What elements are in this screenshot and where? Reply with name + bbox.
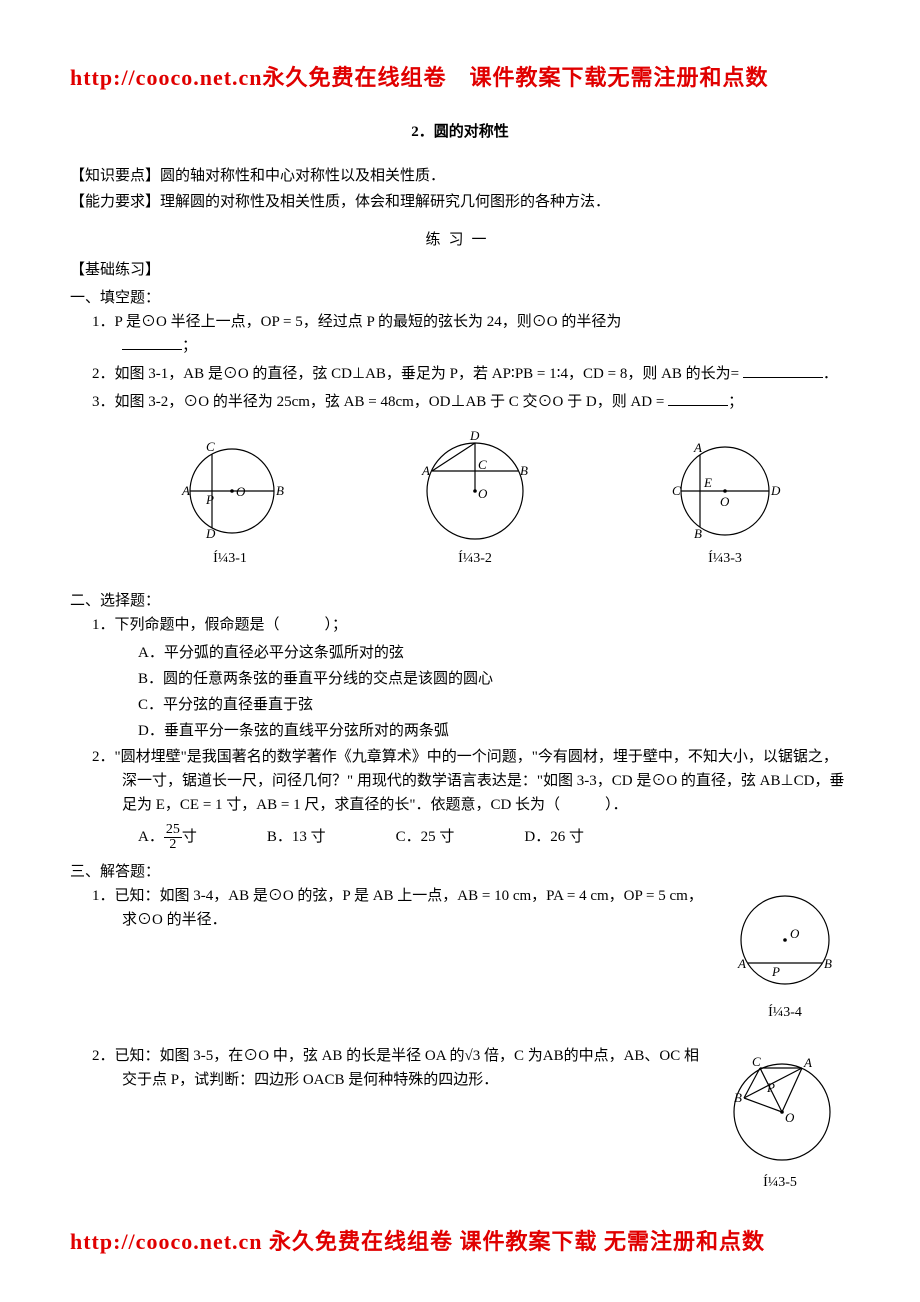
section-3-heading: 三、解答题： xyxy=(70,860,850,884)
svg-text:O: O xyxy=(720,494,730,509)
q2-2-options: A．252寸 B．13 寸 C．25 寸 D．26 寸 xyxy=(138,823,850,852)
q1-1-term: ； xyxy=(182,338,197,354)
knowledge-text: 圆的轴对称性和中心对称性以及相关性质． xyxy=(160,168,445,184)
svg-text:B: B xyxy=(824,956,832,971)
svg-text:E: E xyxy=(703,475,712,490)
ability-label: 【能力要求】 xyxy=(70,194,160,210)
header-link: http://cooco.net.cn永久免费在线组卷 课件教案下载无需注册和点… xyxy=(70,60,850,95)
fig1-caption: Í¼3-1 xyxy=(213,548,247,570)
q1-1: 1．P 是⊙O 半径上一点，OP = 5，经过点 P 的最短的弦长为 24，则⊙… xyxy=(92,310,850,358)
figure-3-1: A B C D O P Í¼3-1 xyxy=(170,436,290,570)
svg-text:C: C xyxy=(672,483,681,498)
q2-2-opt-a: A．252寸 xyxy=(138,823,197,852)
q1-2-text: 2．如图 3-1，AB 是⊙O 的直径，弦 CD⊥AB，垂足为 P，若 AP∶P… xyxy=(92,366,739,382)
svg-text:B: B xyxy=(276,483,284,498)
knowledge-row: 【知识要点】圆的轴对称性和中心对称性以及相关性质． xyxy=(70,164,850,188)
q2-2-opt-b: B．13 寸 xyxy=(267,825,326,849)
svg-text:A: A xyxy=(737,956,746,971)
q2-2-a-pre: A． xyxy=(138,829,164,845)
svg-text:D: D xyxy=(770,483,781,498)
blank-3 xyxy=(668,391,728,406)
practice-label: 练习一 xyxy=(70,228,850,252)
svg-text:C: C xyxy=(752,1054,761,1069)
footer-link: http://cooco.net.cn 永久免费在线组卷 课件教案下载 无需注册… xyxy=(70,1224,850,1259)
figure-3-3: A B C D E O Í¼3-3 xyxy=(660,436,790,570)
figure-3-5: A B C O P Í¼3-5 xyxy=(710,1050,850,1194)
q1-1-text: 1．P 是⊙O 半径上一点，OP = 5，经过点 P 的最短的弦长为 24，则⊙… xyxy=(92,314,621,330)
svg-text:O: O xyxy=(236,484,246,499)
figure-3-2: A B C D O Í¼3-2 xyxy=(410,426,540,570)
q3-1-block: A B P O Í¼3-4 1．已知：如图 3-4，AB 是⊙O 的弦，P 是 … xyxy=(92,884,850,1024)
section-1-heading: 一、填空题： xyxy=(70,286,850,310)
svg-text:B: B xyxy=(734,1090,742,1105)
q2-1-opt-c: C．平分弦的直径垂直于弦 xyxy=(138,693,850,717)
q2-1-opt-a: A．平分弧的直径必平分这条弧所对的弦 xyxy=(138,641,850,665)
fraction-icon: 252 xyxy=(164,823,182,852)
page-title: 2．圆的对称性 xyxy=(70,120,850,144)
q1-3: 3．如图 3-2，⊙O 的半径为 25cm，弦 AB = 48cm，OD⊥AB … xyxy=(92,390,850,414)
q2-1-opt-d: D．垂直平分一条弦的直线平分弦所对的两条弧 xyxy=(138,719,850,743)
q1-3-term: ； xyxy=(728,394,743,410)
fig4-caption: Í¼3-4 xyxy=(720,1002,850,1024)
svg-text:O: O xyxy=(478,486,488,501)
fig3-caption: Í¼3-3 xyxy=(708,548,742,570)
fig5-caption: Í¼3-5 xyxy=(710,1172,850,1194)
svg-text:P: P xyxy=(771,964,780,979)
svg-text:B: B xyxy=(520,463,528,478)
sqrt-icon: √3 xyxy=(465,1048,481,1064)
frac-den: 2 xyxy=(167,838,178,852)
q2-2: 2．"圆材埋壁"是我国著名的数学著作《九章算术》中的一个问题，"今有圆材，埋于壁… xyxy=(92,745,850,817)
q2-1-opt-b: B．圆的任意两条弦的垂直平分线的交点是该圆的圆心 xyxy=(138,667,850,691)
svg-text:P: P xyxy=(205,492,214,507)
q2-2-a-suf: 寸 xyxy=(182,829,197,845)
frac-num: 25 xyxy=(164,823,182,838)
q3-2-block: A B C O P Í¼3-5 2．已知：如图 3-5，在⊙O 中，弦 AB 的… xyxy=(92,1044,850,1194)
section-2-heading: 二、选择题： xyxy=(70,589,850,613)
ability-text: 理解圆的对称性及相关性质，体会和理解研究几何图形的各种方法． xyxy=(160,194,610,210)
figure-3-4: A B P O Í¼3-4 xyxy=(720,890,850,1024)
q1-3-text: 3．如图 3-2，⊙O 的半径为 25cm，弦 AB = 48cm，OD⊥AB … xyxy=(92,394,664,410)
q1-2-term: ． xyxy=(823,366,838,382)
svg-text:B: B xyxy=(694,526,702,541)
q3-2-text-a: 2．已知：如图 3-5，在⊙O 中，弦 AB 的长是半径 OA 的 xyxy=(92,1048,465,1064)
blank-2 xyxy=(743,363,823,378)
svg-text:D: D xyxy=(469,428,480,443)
figures-row-1: A B C D O P Í¼3-1 A B C D O Í¼3-2 xyxy=(110,426,850,570)
svg-text:C: C xyxy=(478,457,487,472)
svg-text:P: P xyxy=(766,1080,775,1095)
q1-2: 2．如图 3-1，AB 是⊙O 的直径，弦 CD⊥AB，垂足为 P，若 AP∶P… xyxy=(92,362,850,386)
knowledge-label: 【知识要点】 xyxy=(70,168,160,184)
svg-text:C: C xyxy=(206,439,215,454)
q2-2-opt-c: C．25 寸 xyxy=(396,825,455,849)
svg-text:O: O xyxy=(785,1110,795,1125)
basic-label: 【基础练习】 xyxy=(70,258,850,282)
svg-text:O: O xyxy=(790,926,800,941)
svg-text:A: A xyxy=(181,483,190,498)
q2-2-opt-d: D．26 寸 xyxy=(524,825,584,849)
svg-text:A: A xyxy=(803,1055,812,1070)
svg-text:A: A xyxy=(693,440,702,455)
ability-row: 【能力要求】理解圆的对称性及相关性质，体会和理解研究几何图形的各种方法． xyxy=(70,190,850,214)
blank-1 xyxy=(122,335,182,350)
q2-1: 1．下列命题中，假命题是（ ）； xyxy=(92,613,850,637)
svg-text:D: D xyxy=(205,526,216,541)
fig2-caption: Í¼3-2 xyxy=(458,548,492,570)
svg-text:A: A xyxy=(421,463,430,478)
